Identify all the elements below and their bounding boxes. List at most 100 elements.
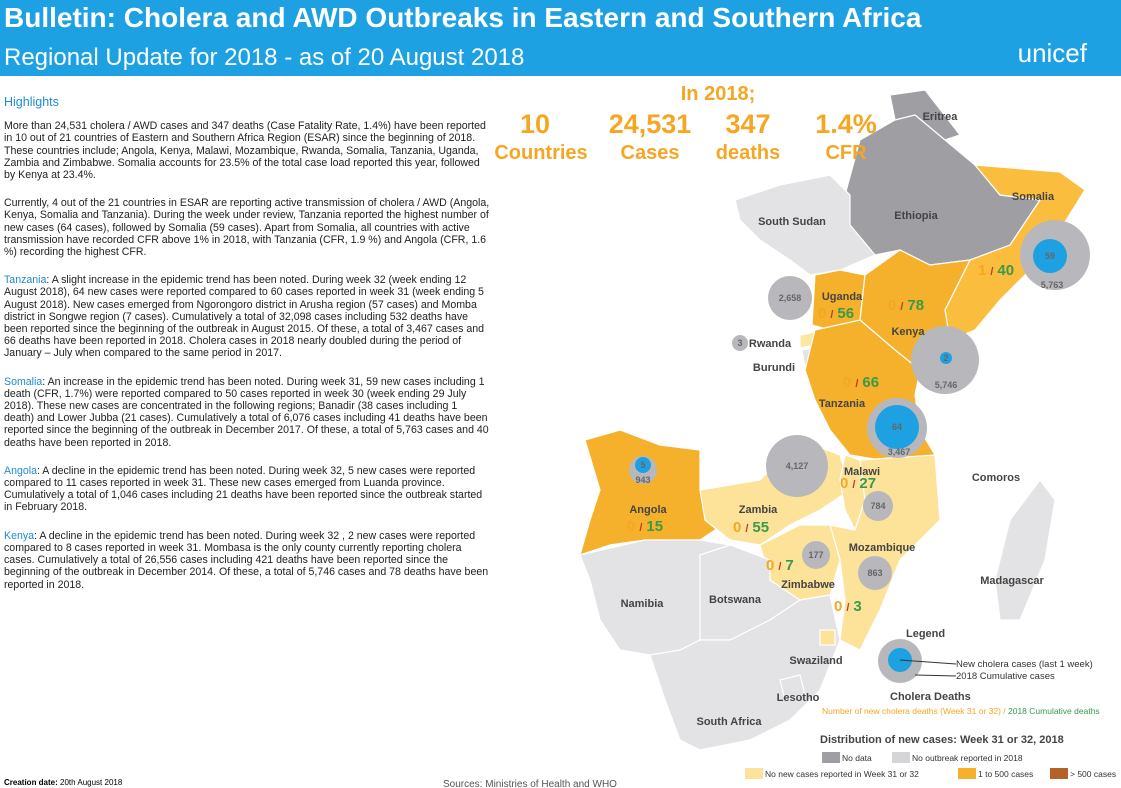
highlights-heading: Highlights: [4, 95, 59, 109]
swatch: [892, 752, 910, 763]
bubble-value: 5,763: [1041, 280, 1064, 290]
paragraph-text: Currently, 4 out of the 21 countries in …: [4, 197, 490, 259]
header: Bulletin: Cholera and AWD Outbreaks in E…: [0, 0, 1121, 76]
swatch: [822, 752, 840, 763]
stat-value: 10: [520, 109, 550, 139]
country-label: Rwanda: [749, 338, 792, 350]
bubble-value: 3: [737, 338, 742, 348]
sources: Sources: Ministries of Health and WHO: [443, 779, 617, 788]
creation: Creation date: 20th August 2018: [4, 778, 122, 787]
new-deaths: 0: [818, 305, 826, 322]
paragraph: Kenya: A decline in the epidemic trend h…: [4, 530, 490, 591]
country-label: Zimbabwe: [781, 579, 835, 591]
legend-class: No data: [842, 753, 872, 763]
death-count: 1 / 40: [978, 262, 1014, 279]
cumulative-deaths: 27: [859, 475, 876, 492]
legend-cumulative: 2018 Cumulative cases: [956, 671, 1055, 682]
bubble-value: 2,658: [779, 293, 802, 303]
country-label: Malawi: [844, 466, 880, 478]
stat-label: deaths: [716, 142, 780, 164]
country-label: Swaziland: [789, 655, 842, 667]
paragraph-lead: Angola: [4, 464, 37, 477]
paragraph-text: More than 24,531 cholera / AWD cases and…: [4, 120, 486, 182]
swatch: [1050, 768, 1068, 779]
legend-class: > 500 cases: [1070, 769, 1116, 779]
creation-date: 20th August 2018: [57, 778, 123, 787]
paragraph: Tanzania: A slight increase in the epide…: [4, 274, 490, 359]
death-count: 0 / 78: [888, 297, 924, 314]
death-count: 0 / 15: [627, 518, 663, 535]
country-label: Uganda: [822, 291, 863, 303]
legend-class: No outbreak reported in 2018: [912, 753, 1023, 763]
cumulative-deaths: 66: [862, 374, 879, 391]
separator: /: [900, 301, 903, 313]
death-count: 0 / 55: [733, 519, 769, 536]
paragraph: Angola: A decline in the epidemic trend …: [4, 465, 490, 514]
new-deaths: 0: [766, 557, 774, 574]
separator: /: [855, 378, 858, 390]
paragraph-lead: Somalia: [4, 375, 43, 388]
death-count: 0 / 56: [818, 305, 854, 322]
title: Bulletin: Cholera and AWD Outbreaks in E…: [4, 2, 922, 33]
country-label: Angola: [629, 504, 667, 516]
stat-label: Countries: [494, 142, 587, 164]
death-count: 0 / 27: [840, 475, 876, 492]
subtitle: Regional Update for 2018 - as of 20 Augu…: [4, 44, 525, 71]
separator: /: [990, 266, 993, 278]
bubbles: [629, 220, 1090, 683]
legend-title: Legend: [906, 628, 945, 640]
cumulative-deaths: 7: [785, 557, 793, 574]
new-deaths: 0: [834, 598, 842, 615]
new-deaths: 0: [733, 519, 741, 536]
legend-new-cases: New cholera cases (last 1 week): [956, 659, 1093, 670]
country-label: Madagascar: [980, 575, 1044, 587]
country-label: Ethiopia: [894, 210, 938, 222]
new-deaths: 0: [840, 475, 848, 492]
country-label: Kenya: [891, 326, 925, 338]
logo: unicef: [1017, 38, 1087, 68]
country-label: Mozambique: [849, 542, 916, 554]
country-label: Somalia: [1012, 191, 1055, 203]
bubble-value: 5,746: [935, 380, 958, 390]
separator: /: [846, 602, 849, 614]
highlights: Highlights More than 24,531 cholera / AWD…: [4, 96, 490, 607]
cumulative-deaths: 3: [853, 598, 861, 615]
country-label: South Africa: [697, 716, 763, 728]
stat-label: CFR: [825, 142, 867, 164]
leader: [914, 674, 957, 677]
country-label: Namibia: [621, 598, 665, 610]
death-count: 0 / 3: [834, 598, 862, 615]
country-label: Comoros: [972, 472, 1020, 484]
separator: /: [639, 522, 642, 534]
bubble-value: 784: [870, 501, 885, 511]
creation-label: Creation date:: [4, 778, 58, 787]
legend-class: 1 to 500 cases: [978, 769, 1033, 779]
bubble-value: 177: [808, 550, 823, 560]
stat-label: Cases: [621, 142, 680, 164]
death-count: 0 / 66: [843, 374, 879, 391]
country-label: Burundi: [753, 362, 795, 374]
paragraph-text: : A slight increase in the epidemic tren…: [4, 274, 485, 360]
note-cum: 2018 Cumulative deaths: [1006, 706, 1100, 716]
cumulative-deaths: 15: [646, 518, 663, 535]
stat-value: 1.4%: [815, 109, 877, 139]
swatch: [958, 768, 976, 779]
bubble-value: 943: [635, 475, 650, 485]
separator: /: [830, 309, 833, 321]
swatch: [745, 768, 763, 779]
bubble-value: 4,127: [786, 461, 809, 471]
country-label: South Sudan: [758, 216, 826, 228]
separator: /: [778, 561, 781, 573]
new-deaths: 0: [627, 518, 635, 535]
country-label: Tanzania: [819, 398, 866, 410]
paragraph-text: : An increase in the epidemic trend has …: [4, 375, 489, 449]
paragraph-text: : A decline in the epidemic trend has be…: [4, 464, 483, 514]
death-count: 0 / 7: [766, 557, 794, 574]
country-label: Eritrea: [923, 111, 959, 123]
paragraph-lead: Tanzania: [4, 274, 47, 287]
stat-value: 24,531: [609, 109, 692, 139]
paragraph: Currently, 4 out of the 21 countries in …: [4, 197, 490, 258]
paragraph-lead: Kenya: [4, 529, 35, 542]
